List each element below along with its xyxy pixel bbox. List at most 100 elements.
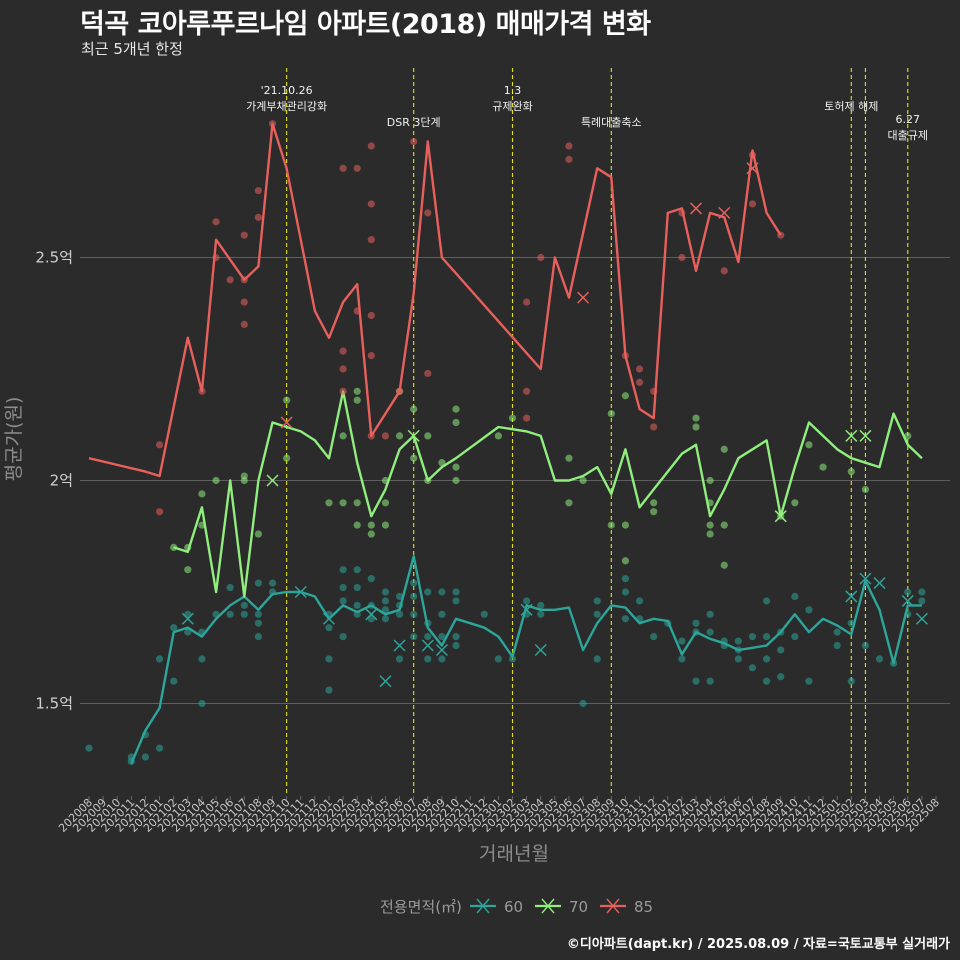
event-label: 특례대출축소 — [581, 116, 642, 129]
data-point — [410, 592, 418, 601]
data-point — [85, 744, 93, 752]
data-point — [706, 628, 714, 636]
data-point — [353, 521, 361, 529]
data-point — [452, 597, 460, 605]
data-point — [593, 597, 601, 605]
data-point — [565, 454, 573, 462]
data-point — [791, 633, 799, 641]
data-point — [240, 601, 248, 609]
data-point — [537, 253, 545, 262]
data-point — [198, 490, 206, 498]
data-point — [692, 619, 700, 627]
data-point — [523, 387, 531, 395]
cross-marker — [435, 643, 448, 657]
y-tick-label: 2억 — [50, 472, 73, 490]
data-point — [339, 633, 347, 641]
data-point — [395, 655, 404, 663]
data-point — [650, 508, 658, 516]
data-point — [353, 499, 361, 507]
data-point — [452, 588, 460, 596]
event-label: 규제완화 — [492, 100, 532, 113]
data-point — [367, 530, 375, 538]
cross-marker — [689, 202, 703, 215]
data-point — [650, 499, 658, 507]
data-point — [339, 583, 347, 592]
data-point — [523, 414, 531, 422]
data-point — [339, 164, 347, 172]
data-point — [254, 619, 262, 627]
cross-marker — [365, 608, 378, 621]
data-point — [424, 633, 432, 641]
data-point — [410, 405, 418, 413]
data-point — [353, 164, 361, 172]
data-point — [438, 610, 446, 618]
data-point — [170, 624, 178, 632]
legend-item-85: 85 — [600, 898, 653, 916]
cross-marker — [421, 639, 434, 652]
data-point — [819, 463, 827, 471]
cross-marker — [280, 416, 293, 429]
data-point — [198, 655, 206, 663]
y-tick-label: 1.5억 — [35, 695, 73, 713]
data-point — [424, 655, 432, 663]
event-label: '21.10.26 — [261, 84, 313, 97]
data-point — [184, 628, 192, 636]
chart-caption: ©디아파트(dapt.kr) / 2025.08.09 / 자료=국토교통부 실… — [566, 937, 950, 952]
data-point — [650, 633, 658, 641]
data-point — [480, 610, 488, 618]
data-point — [720, 521, 728, 529]
data-point — [198, 699, 206, 708]
data-point — [325, 499, 333, 507]
data-point — [381, 615, 390, 623]
data-point — [565, 142, 573, 150]
data-point — [847, 467, 855, 476]
data-point — [452, 405, 460, 413]
data-point — [904, 588, 912, 596]
series-85 — [88, 120, 785, 516]
data-point — [410, 137, 418, 146]
data-point — [748, 664, 757, 672]
data-point — [621, 615, 630, 623]
data-point — [720, 445, 728, 453]
data-point — [438, 459, 446, 467]
data-point — [635, 365, 644, 373]
data-point — [381, 606, 390, 614]
data-point — [452, 463, 460, 471]
data-point — [141, 753, 150, 761]
data-point — [763, 633, 771, 641]
data-point — [523, 298, 531, 306]
legend-key-cross — [541, 898, 555, 914]
series-line — [88, 122, 782, 478]
data-point — [268, 579, 277, 587]
data-point — [212, 476, 220, 485]
data-point — [438, 655, 446, 663]
legend-label: 70 — [569, 898, 588, 916]
data-point — [494, 655, 502, 663]
data-point — [395, 592, 404, 601]
data-point — [240, 231, 248, 239]
data-point — [240, 320, 248, 328]
data-point — [805, 606, 813, 614]
series-line — [130, 555, 922, 765]
cross-marker — [845, 429, 858, 442]
data-point — [635, 597, 644, 605]
data-point — [367, 575, 375, 583]
data-point — [494, 432, 502, 440]
data-point — [621, 392, 630, 400]
event-label: 6.27 — [896, 113, 921, 126]
data-point — [155, 508, 164, 516]
data-point — [607, 521, 615, 529]
data-point — [410, 633, 418, 641]
cross-marker — [322, 612, 336, 625]
data-point — [791, 499, 799, 507]
data-point — [678, 655, 686, 663]
data-point — [353, 583, 361, 592]
legend-key-cross — [476, 898, 490, 914]
cross-marker — [915, 612, 928, 625]
chart-title: 덕곡 코아루푸르나임 아파트(2018) 매매가격 변화 — [80, 9, 651, 40]
data-point — [918, 588, 926, 596]
data-point — [508, 655, 517, 663]
data-point — [184, 566, 192, 574]
data-point — [353, 601, 361, 609]
